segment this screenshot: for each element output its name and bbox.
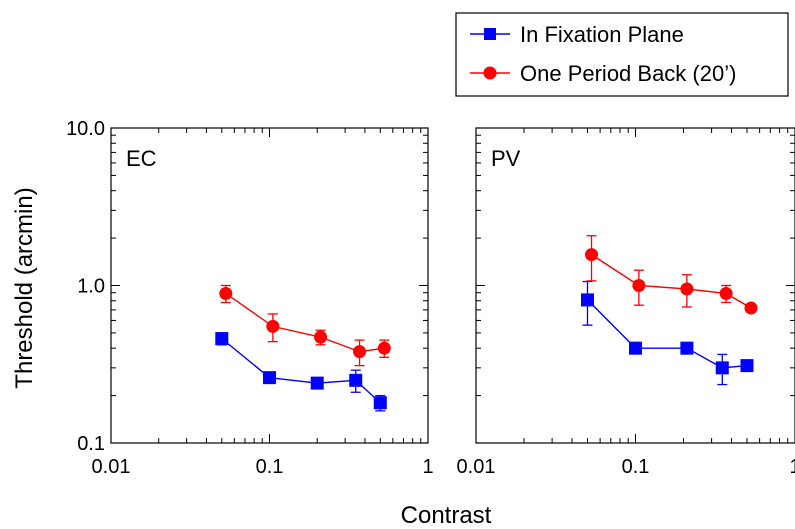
x-tick-label: 0.1 [622, 456, 650, 478]
y-tick-label: 0.1 [77, 433, 105, 455]
legend-entry-fixation: In Fixation Plane [470, 22, 684, 47]
data-point-fixation [310, 376, 324, 390]
panel-pv: PV 0.01 0.1 1 [457, 127, 795, 478]
legend-square-marker [484, 28, 496, 40]
data-point-fixation [263, 371, 276, 385]
legend-entry-back: One Period Back (20’) [470, 61, 736, 86]
series-line-back [225, 292, 385, 353]
data-point-fixation [715, 361, 729, 375]
y-axis-title: Threshold (arcmin) [11, 187, 38, 388]
legend-label-back: One Period Back (20’) [520, 61, 736, 86]
series-line-fixation [586, 299, 748, 369]
data-point-fixation [215, 332, 229, 346]
data-point-back [585, 248, 599, 262]
legend: In Fixation Plane One Period Back (20’) [455, 12, 789, 97]
x-tick-label: 0.01 [457, 456, 496, 478]
x-tick-label: 1 [422, 456, 433, 478]
x-axis-title: Contrast [401, 502, 492, 529]
data-point-fixation [349, 373, 363, 387]
data-point-back [314, 330, 328, 344]
x-tick-label: 0.1 [256, 456, 284, 478]
data-point-back [266, 319, 280, 333]
data-point-fixation [740, 359, 754, 373]
data-point-fixation [680, 341, 694, 355]
data-point-back [219, 286, 233, 300]
data-point-back [632, 279, 646, 292]
data-point-fixation [373, 396, 387, 410]
data-point-back [719, 286, 733, 300]
series-line-back [591, 254, 752, 309]
data-point-fixation [629, 341, 642, 355]
data-point-back [680, 282, 694, 296]
legend-circle-marker [483, 66, 497, 80]
data-point-back [353, 345, 367, 359]
y-tick-label: 1.0 [77, 276, 105, 298]
data-point-fixation [580, 293, 594, 307]
x-tick-label: 0.01 [92, 456, 131, 478]
panel-ec: EC0.01 0.1 10.11.010.0 [66, 118, 434, 478]
x-tick-label: 1 [789, 456, 795, 478]
legend-label-fixation: In Fixation Plane [520, 22, 684, 47]
panel-label: PV [491, 146, 521, 171]
data-point-back [377, 341, 391, 355]
data-point-back [744, 301, 758, 315]
legend-box [455, 12, 789, 97]
y-tick-label: 10.0 [66, 118, 105, 140]
panel-label: EC [126, 146, 157, 171]
